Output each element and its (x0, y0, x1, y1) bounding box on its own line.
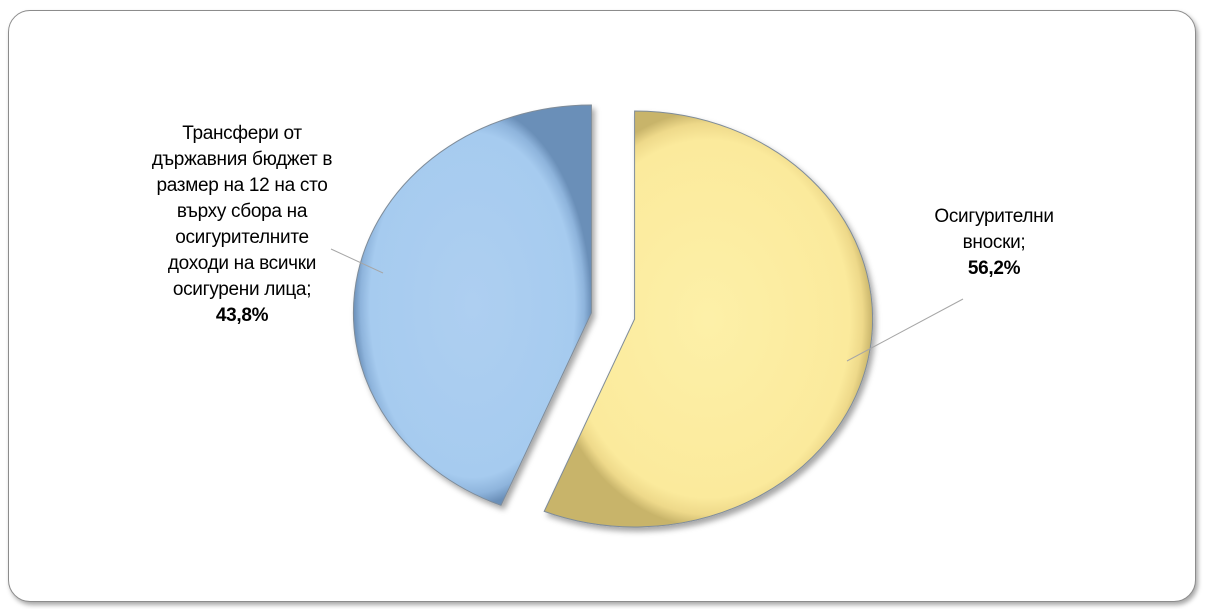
slice-label-transfers-line: върху сбора на (176, 201, 308, 222)
slice-value-transfers: 43,8% (215, 305, 269, 326)
leader-line-transfers (330, 248, 384, 274)
leader-line-contributions (846, 298, 964, 362)
slice-label-transfers-line: Трансфери от (182, 123, 302, 144)
slice-label-contributions-line: вноски; (962, 232, 1026, 253)
slice-label-transfers-line: доходи на всички (167, 253, 317, 274)
slice-label-contributions-line: Осигурителни (934, 206, 1054, 227)
slice-label-transfers: Трансфери от държавния бюджет в размер н… (127, 121, 357, 329)
chart-frame: Трансфери от държавния бюджет в размер н… (8, 10, 1196, 602)
slice-label-contributions: Осигурителни вноски; 56,2% (929, 204, 1059, 282)
pie-slice-contributions (543, 110, 874, 528)
slice-label-transfers-line: осигурени лица; (172, 279, 312, 300)
pie-slice-transfers (352, 104, 592, 507)
slice-label-transfers-line: размер на 12 на сто (156, 175, 328, 196)
slice-label-transfers-line: държавния бюджет в (151, 149, 333, 170)
slice-value-contributions: 56,2% (967, 258, 1021, 279)
slice-label-transfers-line: осигурителните (175, 227, 309, 248)
pie-chart (330, 104, 964, 528)
